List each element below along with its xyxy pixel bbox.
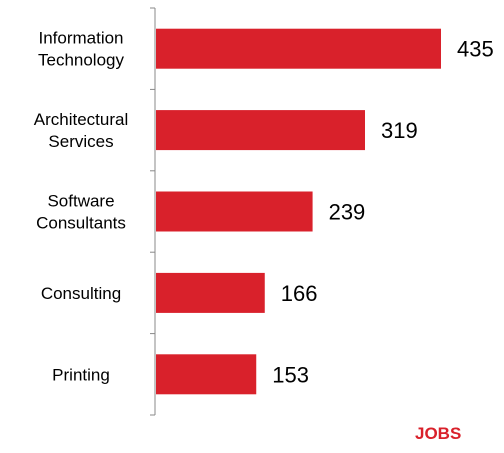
category-label: Technology [38,51,125,70]
bar [156,110,365,151]
category-axis [150,7,156,416]
category-label: Consulting [41,284,121,303]
bar [156,28,441,69]
value-label: 153 [272,362,309,387]
category-label: Printing [52,365,110,384]
category-label: Consultants [36,214,126,233]
value-label: 319 [381,118,418,143]
value-label: 435 [457,37,494,62]
value-labels: 435 319 239 166 153 [272,37,493,388]
bar [156,354,257,395]
category-label: Software [47,192,114,211]
bar [156,272,265,313]
bar [156,191,313,232]
category-label: Information [38,29,123,48]
category-label: Architectural [34,110,128,129]
bars [156,28,441,395]
jobs-label: JOBS [415,424,462,443]
value-label: 166 [281,281,318,306]
value-label: 239 [329,200,366,225]
category-label: Services [48,132,113,151]
category-labels: Information Technology Architectural Servic… [34,29,128,385]
